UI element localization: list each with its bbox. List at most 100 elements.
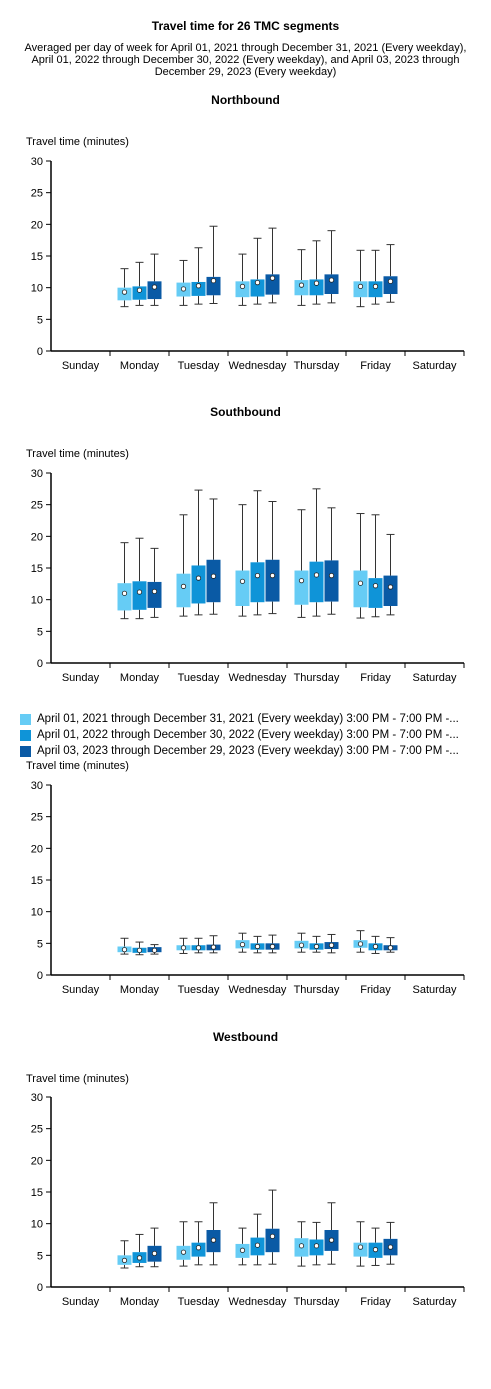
- box-wednesday-series-3: [265, 227, 280, 304]
- y-tick-label: 20: [31, 219, 43, 231]
- median-marker: [121, 1257, 128, 1263]
- box-friday-series-2: [368, 249, 383, 305]
- median-marker: [269, 1233, 276, 1239]
- box-monday-series-3: [147, 944, 162, 955]
- y-tick-label: 30: [31, 468, 43, 480]
- box-monday-series-1: [117, 937, 132, 955]
- median-marker: [387, 1244, 394, 1250]
- box-iqr: [309, 279, 324, 296]
- median-marker: [254, 1242, 261, 1248]
- median-marker: [269, 573, 276, 579]
- box-iqr: [383, 276, 398, 294]
- box-friday-series-1: [353, 513, 368, 619]
- y-tick-label: 5: [37, 938, 43, 950]
- chart-title-westbound: Westbound: [212, 1030, 279, 1044]
- median-marker: [357, 941, 364, 947]
- median-marker: [136, 287, 143, 293]
- median-marker: [121, 947, 128, 953]
- box-monday-series-2: [132, 261, 147, 306]
- median-marker: [357, 283, 364, 289]
- x-tick-label: Friday: [360, 672, 391, 684]
- box-wednesday-series-1: [235, 932, 250, 953]
- x-tick-label: Saturday: [412, 984, 457, 996]
- median-marker: [298, 282, 305, 288]
- median-marker: [357, 580, 364, 586]
- box-iqr: [353, 570, 368, 608]
- box-tuesday-series-3: [206, 225, 221, 304]
- box-tuesday-series-1: [176, 259, 191, 306]
- box-iqr: [147, 281, 162, 300]
- median-marker: [180, 286, 187, 292]
- legend-swatch: [20, 745, 31, 757]
- median-marker: [121, 289, 128, 295]
- x-tick-label: Monday: [120, 360, 160, 372]
- x-tick-label: Friday: [360, 1296, 391, 1308]
- median-marker: [313, 572, 320, 578]
- legend-item[interactable]: April 01, 2021 through December 31, 2021…: [20, 711, 488, 727]
- median-marker: [328, 942, 335, 948]
- box-thursday-series-1: [294, 1221, 309, 1267]
- box-iqr: [250, 279, 265, 297]
- median-marker: [328, 1237, 335, 1243]
- x-tick-label: Thursday: [294, 984, 340, 996]
- median-marker: [151, 284, 158, 290]
- box-thursday-series-3: [324, 507, 339, 615]
- median-marker: [151, 1250, 158, 1257]
- box-wednesday-series-1: [235, 504, 250, 617]
- median-marker: [372, 583, 379, 589]
- box-monday-series-2: [132, 1233, 147, 1268]
- legend-item[interactable]: April 03, 2023 through December 29, 2023…: [20, 743, 488, 759]
- box-wednesday-series-3: [265, 1189, 280, 1265]
- median-marker: [239, 942, 246, 948]
- box-thursday-series-2: [309, 1221, 324, 1266]
- median-marker: [298, 1243, 305, 1249]
- box-tuesday-series-3: [206, 935, 221, 954]
- median-marker: [269, 275, 276, 281]
- box-tuesday-series-3: [206, 498, 221, 615]
- box-friday-series-3: [383, 1221, 398, 1265]
- box-iqr: [383, 575, 398, 606]
- box-iqr: [117, 583, 132, 611]
- box-iqr: [191, 565, 206, 604]
- median-marker: [239, 283, 246, 289]
- box-tuesday-series-2: [191, 1221, 206, 1266]
- legend-item[interactable]: April 01, 2022 through December 30, 2022…: [20, 727, 488, 743]
- x-tick-label: Thursday: [294, 360, 340, 372]
- box-plot-eastbound: 0 5 10 15 20 25 30 Sunday Monday Tuesday Wednesday…: [31, 780, 465, 996]
- median-marker: [313, 943, 320, 950]
- box-tuesday-series-2: [191, 247, 206, 305]
- x-tick-label: Monday: [120, 1296, 160, 1308]
- y-tick-label: 30: [31, 780, 43, 792]
- box-thursday-series-1: [294, 249, 309, 306]
- box-plot-southbound: 0 5 10 15 20 25 30 Sunday Monday Tuesday Wednesday…: [31, 468, 465, 684]
- x-tick-label: Monday: [120, 672, 160, 684]
- median-marker: [210, 944, 217, 950]
- box-friday-series-3: [383, 937, 398, 953]
- median-marker: [372, 943, 379, 950]
- box-iqr: [147, 581, 162, 608]
- y-tick-label: 5: [37, 626, 43, 638]
- box-iqr: [265, 1228, 280, 1253]
- box-thursday-series-1: [294, 509, 309, 618]
- x-tick-label: Friday: [360, 984, 391, 996]
- median-marker: [328, 277, 335, 283]
- y-tick-label: 10: [31, 1219, 43, 1231]
- box-iqr: [206, 276, 221, 296]
- y-tick-label: 25: [31, 188, 43, 200]
- y-tick-label: 10: [31, 595, 43, 607]
- median-marker: [210, 573, 217, 579]
- box-monday-series-2: [132, 537, 147, 620]
- y-tick-label: 0: [37, 1282, 43, 1294]
- y-tick-label: 30: [31, 1092, 43, 1104]
- box-friday-series-1: [353, 249, 368, 308]
- y-tick-label: 0: [37, 970, 43, 982]
- box-tuesday-series-1: [176, 1221, 191, 1267]
- y-tick-label: 5: [37, 314, 43, 326]
- box-monday-series-1: [117, 542, 132, 620]
- median-marker: [372, 283, 379, 289]
- x-tick-label: Monday: [120, 984, 160, 996]
- box-iqr: [368, 578, 383, 608]
- x-tick-label: Saturday: [412, 1296, 457, 1308]
- x-tick-label: Wednesday: [229, 1296, 287, 1308]
- median-marker: [136, 947, 143, 953]
